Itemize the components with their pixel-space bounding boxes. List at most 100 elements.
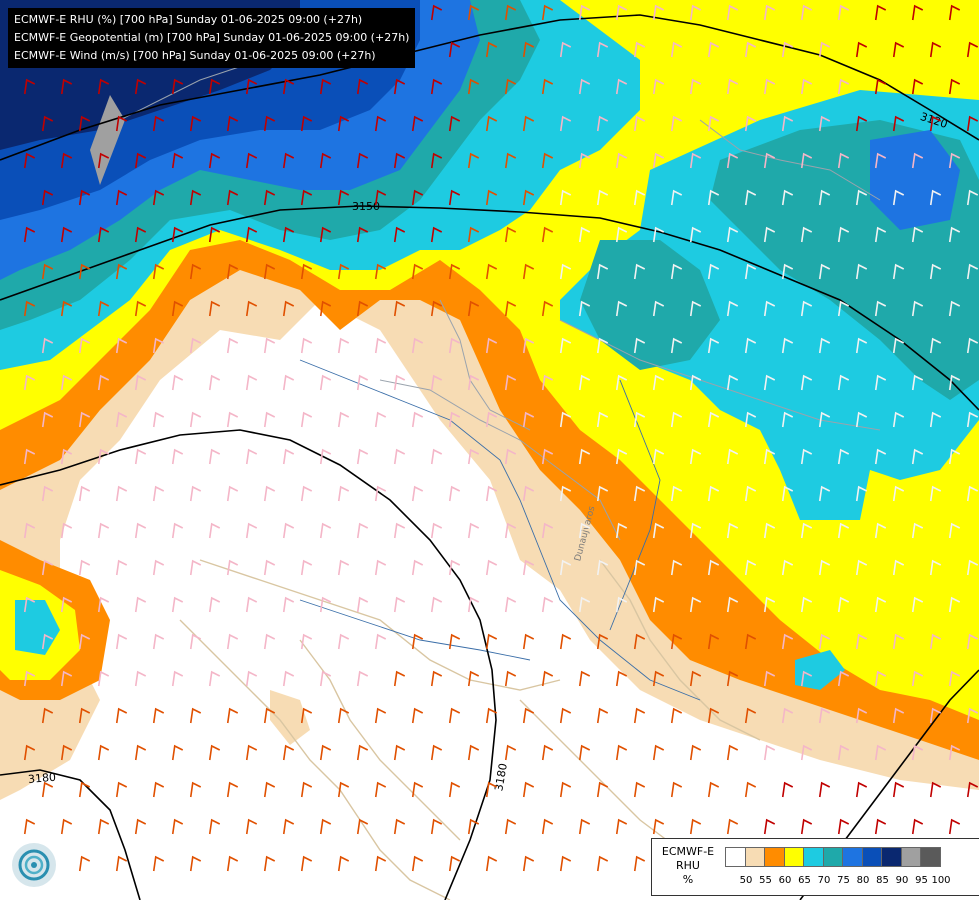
wind-barb <box>652 744 665 761</box>
wind-barb <box>374 115 387 132</box>
wind-barb <box>374 485 387 502</box>
wind-barb <box>78 115 91 132</box>
wind-barb <box>855 411 868 428</box>
wind-barb <box>855 41 868 58</box>
wind-barb <box>763 374 776 391</box>
wind-barb <box>189 411 202 428</box>
wind-barb <box>152 485 165 502</box>
wind-barb <box>929 115 942 132</box>
wind-barb <box>855 337 868 354</box>
wind-barb <box>744 115 757 132</box>
rhu-legend: ECMWF-E RHU % 50 55 60 65 70 75 80 85 90 95 100 <box>651 838 979 896</box>
wind-barb <box>467 744 480 761</box>
wind-barb <box>115 559 128 576</box>
wind-barb <box>929 559 942 576</box>
wind-barb <box>578 4 591 21</box>
wind-barb <box>226 485 239 502</box>
wind-barb <box>966 633 979 650</box>
wind-barb <box>467 670 480 687</box>
contour-3150 <box>0 205 979 411</box>
wind-barb <box>226 263 239 280</box>
wind-barb <box>781 559 794 576</box>
wind-barb <box>448 189 461 206</box>
wind-barb <box>393 448 406 465</box>
contour-label-3180-west: 3180 <box>492 762 510 792</box>
wind-barb <box>23 818 36 835</box>
wind-barb <box>874 522 887 539</box>
wind-barb <box>966 263 979 280</box>
wind-barb <box>134 818 147 835</box>
wind-barb <box>23 522 36 539</box>
wind-barb <box>430 226 443 243</box>
wind-barb <box>171 226 184 243</box>
wind-barb <box>208 78 221 95</box>
wind-barb <box>578 374 591 391</box>
wind-barb <box>393 596 406 613</box>
wind-barb <box>97 818 110 835</box>
wind-barb <box>115 707 128 724</box>
wind-barb <box>411 781 424 798</box>
wind-barb <box>467 374 480 391</box>
wind-barb <box>689 226 702 243</box>
wind-barb <box>633 411 646 428</box>
wind-barb <box>837 152 850 169</box>
wind-barb <box>374 189 387 206</box>
wind-barb <box>559 189 572 206</box>
wind-barb <box>874 448 887 465</box>
wind-barb <box>337 189 350 206</box>
wind-barb <box>689 4 702 21</box>
wind-barb <box>430 522 443 539</box>
wind-barb <box>818 411 831 428</box>
wind-barb <box>559 337 572 354</box>
wind-barb <box>41 485 54 502</box>
wind-barb <box>97 78 110 95</box>
wind-barb <box>874 596 887 613</box>
wind-barb <box>615 226 628 243</box>
wind-barb <box>152 855 165 872</box>
wind-barb <box>245 300 258 317</box>
wind-barb <box>800 4 813 21</box>
wind-barb <box>670 337 683 354</box>
wind-barb <box>263 855 276 872</box>
wind-barb <box>855 485 868 502</box>
wind-barb <box>171 78 184 95</box>
wind-barb <box>337 559 350 576</box>
wind-barb <box>559 633 572 650</box>
wind-barb <box>337 855 350 872</box>
wind-barb <box>763 522 776 539</box>
wind-barb <box>800 818 813 835</box>
wind-barb <box>818 41 831 58</box>
legend-tick-75: 75 <box>837 875 850 886</box>
wind-barb <box>134 744 147 761</box>
wind-barb <box>41 115 54 132</box>
wind-barb <box>911 596 924 613</box>
wind-barb <box>837 670 850 687</box>
wind-barb <box>559 707 572 724</box>
wind-barb <box>800 744 813 761</box>
wind-barb <box>818 115 831 132</box>
wind-barb <box>430 670 443 687</box>
wind-barb <box>78 633 91 650</box>
wind-barb <box>948 152 961 169</box>
wind-barb <box>78 189 91 206</box>
wind-barb <box>208 596 221 613</box>
wind-barb <box>652 374 665 391</box>
wind-barb <box>282 670 295 687</box>
wind-barb <box>726 670 739 687</box>
wind-barb <box>78 855 91 872</box>
wind-barb <box>60 596 73 613</box>
wind-barb <box>356 448 369 465</box>
legend-swatch-1 <box>744 847 765 867</box>
wind-barb <box>226 707 239 724</box>
wind-barb <box>929 485 942 502</box>
wind-barb <box>726 596 739 613</box>
wind-barb <box>781 485 794 502</box>
wind-barb <box>504 744 517 761</box>
wind-barb <box>596 189 609 206</box>
wind-barb <box>578 448 591 465</box>
wind-barb <box>633 263 646 280</box>
title-rhu: ECMWF-E RHU (%) [700 hPa] Sunday 01-06-2… <box>14 13 363 26</box>
wind-barb <box>633 855 646 872</box>
